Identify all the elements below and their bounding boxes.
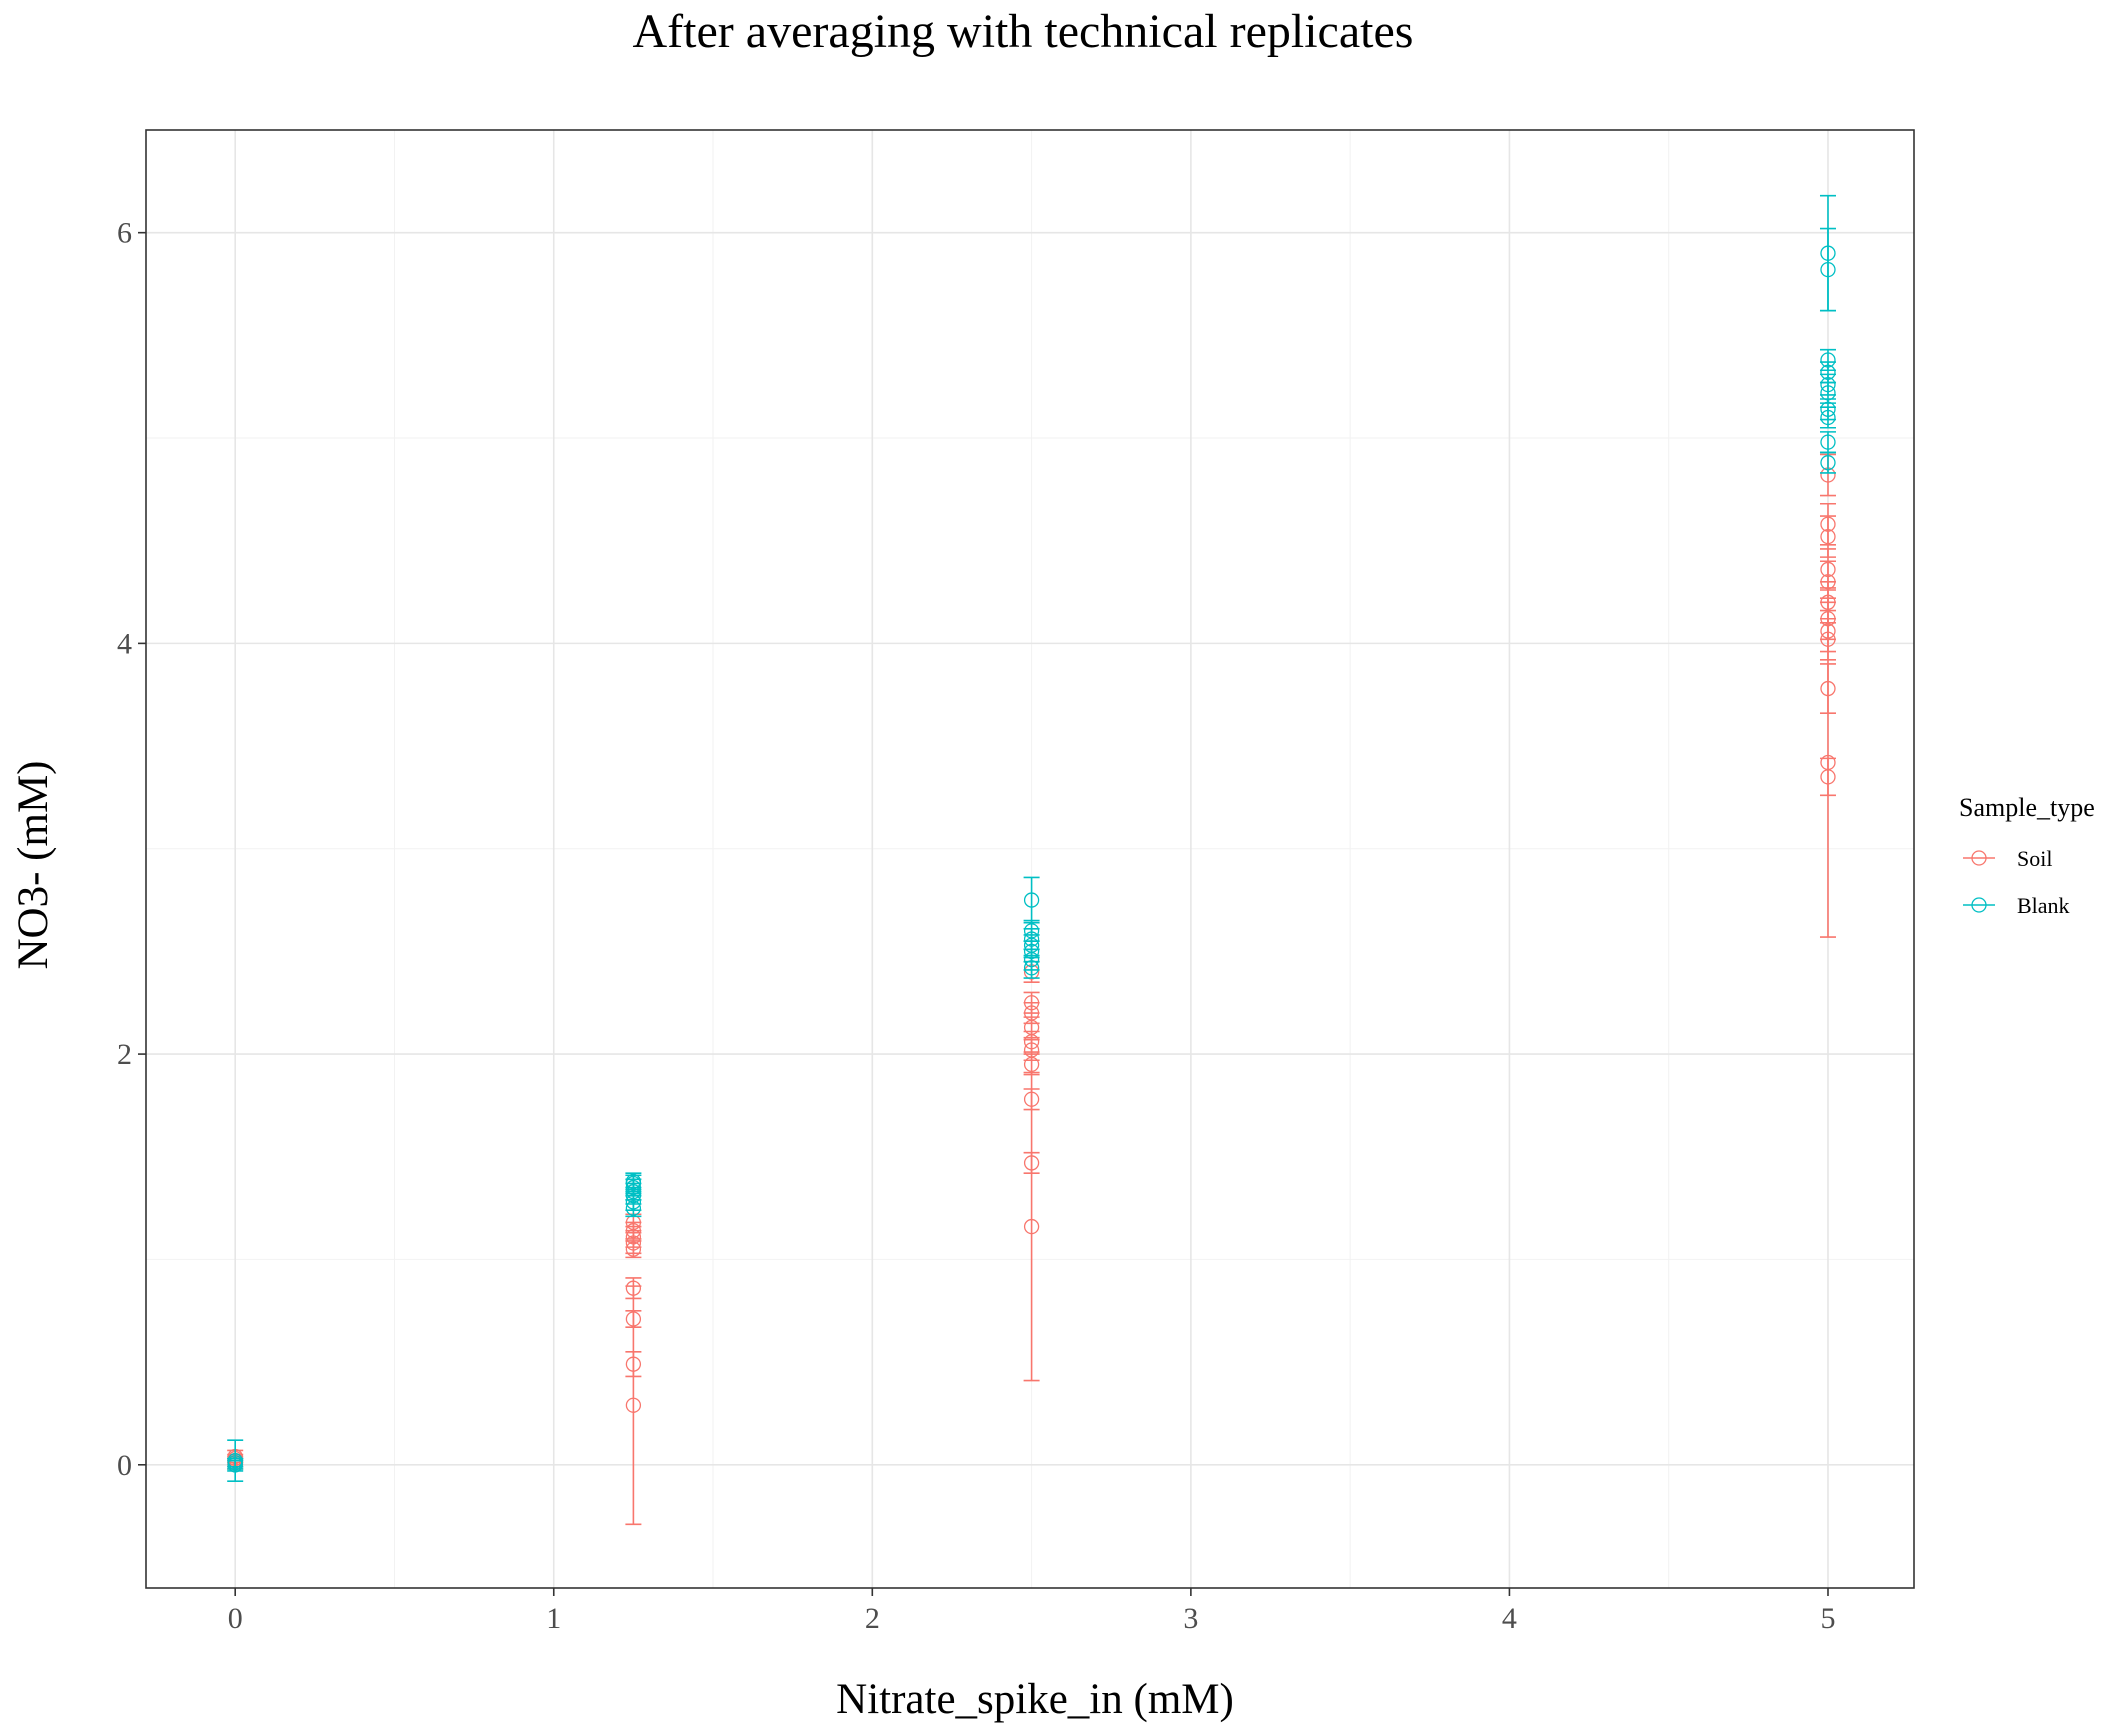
data-point	[1820, 680, 1836, 697]
error-bar	[1023, 876, 1040, 924]
data-point	[1820, 352, 1836, 368]
legend-label: Blank	[2017, 893, 2070, 918]
data-point	[1023, 1155, 1040, 1171]
y-tick-label: 0	[117, 1449, 132, 1482]
chart-title: After averaging with technical replicate…	[633, 5, 1414, 58]
error-bar	[1819, 194, 1836, 312]
plot-border	[145, 129, 1915, 1589]
error-bar	[625, 1351, 642, 1378]
data-point	[1820, 516, 1836, 532]
x-tick-label: 2	[865, 1602, 880, 1635]
legend-key-symbol	[1971, 897, 1987, 913]
data-point	[625, 1356, 642, 1372]
data-point	[1023, 1091, 1040, 1107]
x-tick-label: 3	[1183, 1602, 1198, 1635]
data-point	[625, 1311, 642, 1327]
y-axis-label: NO3- (mM)	[10, 761, 57, 970]
data-point	[227, 1457, 243, 1473]
y-tick-label: 4	[117, 627, 132, 660]
error-bar	[1819, 502, 1836, 546]
legend: Sample_type Soil Blank	[1959, 793, 2095, 918]
data-point	[1023, 1218, 1040, 1235]
legend-key-soil: Soil	[1963, 846, 2052, 871]
data-point	[1820, 434, 1836, 450]
axes: 0 1 2 3 4 5 0 2 4 6	[117, 217, 1835, 1635]
x-tick-label: 5	[1820, 1602, 1835, 1635]
plot-panel: 0 1 2 3 4 5 0 2 4 6	[117, 129, 1915, 1635]
data-point	[1820, 455, 1836, 471]
data-point	[625, 1173, 642, 1190]
data-marks	[227, 194, 1836, 1526]
data-point	[625, 1280, 642, 1296]
data-point	[1023, 923, 1040, 939]
x-tick-label: 1	[546, 1602, 561, 1635]
data-point	[1820, 561, 1836, 578]
data-point	[1820, 245, 1836, 261]
x-axis-label: Nitrate_spike_in (mM)	[836, 1676, 1234, 1723]
data-point	[625, 1397, 642, 1413]
legend-label: Soil	[2017, 846, 2052, 871]
x-tick-label: 4	[1502, 1602, 1517, 1635]
y-tick-label: 2	[117, 1038, 132, 1071]
error-bar	[625, 1309, 642, 1329]
data-point	[1023, 995, 1040, 1011]
plot-background	[146, 130, 1914, 1588]
legend-key-blank: Blank	[1963, 893, 2070, 918]
error-bar	[1819, 663, 1836, 715]
data-point	[1820, 754, 1836, 771]
data-point	[1023, 892, 1040, 908]
legend-title: Sample_type	[1959, 793, 2095, 822]
y-tick-label: 6	[117, 217, 132, 250]
error-bar	[625, 1172, 642, 1191]
x-tick-label: 0	[228, 1602, 243, 1635]
legend-keys: Soil Blank	[1963, 846, 2070, 918]
series-blank	[227, 194, 1836, 1483]
legend-key-symbol	[1971, 850, 1987, 866]
